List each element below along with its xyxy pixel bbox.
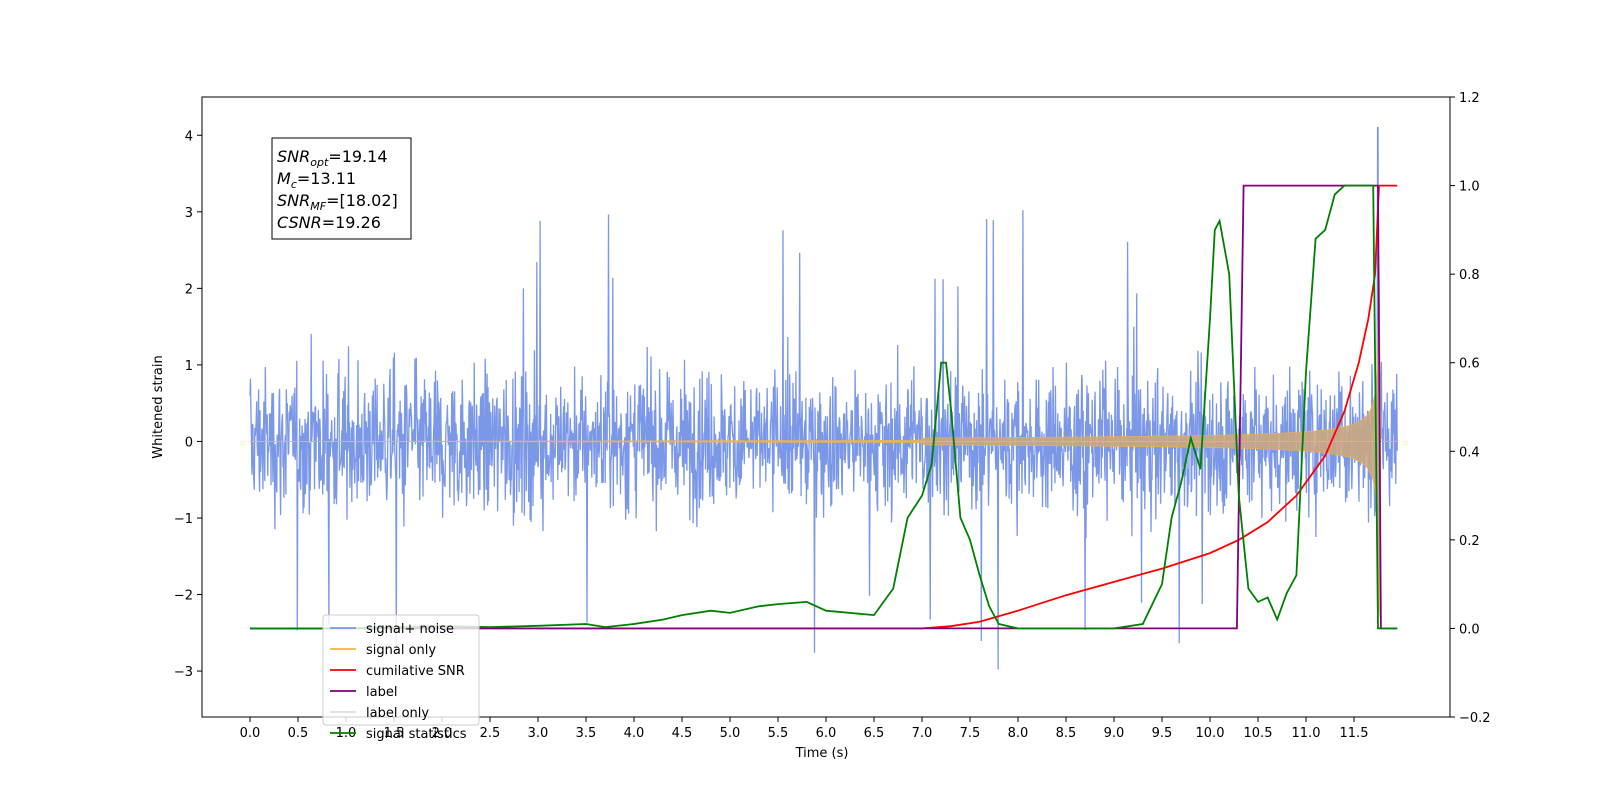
y2-tick-label: 1.2 — [1459, 91, 1480, 106]
x-tick-label: 1.5 — [384, 726, 405, 741]
y-tick-label: 0 — [185, 435, 193, 450]
metric-line: Mc=13.11 — [277, 169, 356, 191]
x-tick-label: 9.0 — [1104, 726, 1125, 741]
x-tick-label: 0.5 — [288, 726, 309, 741]
y-tick-label: 1 — [185, 359, 193, 374]
x-tick-label: 3.5 — [576, 726, 597, 741]
x-axis: 0.0 0.5 1.0 1.5 2.0 2.5 3.0 3.5 4.0 4.5 5.0 5.5 6.0 6… — [240, 717, 1369, 741]
x-tick-label: 3.0 — [528, 726, 549, 741]
y2-tick-label: 0.2 — [1459, 534, 1480, 549]
y2-tick-label: 0.8 — [1459, 268, 1480, 283]
x-tick-label: 0.0 — [240, 726, 261, 741]
metric-line: SNRopt=19.14 — [277, 147, 388, 169]
x-tick-label: 8.5 — [1056, 726, 1077, 741]
series-layer — [249, 126, 1398, 670]
metrics-annotation-box: SNRopt=19.14Mc=13.11SNRMF=[18.02]CSNR=19… — [271, 137, 412, 240]
metric-line: SNRMF=[18.02] — [277, 191, 398, 213]
x-tick-label: 6.0 — [816, 726, 837, 741]
x-tick-label: 4.5 — [672, 726, 693, 741]
y-tick-label: 3 — [185, 206, 193, 221]
x-tick-label: 5.5 — [768, 726, 789, 741]
y-tick-label: −3 — [174, 665, 193, 680]
x-tick-label: 5.0 — [720, 726, 741, 741]
x-tick-label: 7.0 — [912, 726, 933, 741]
legend-entry: label — [366, 685, 397, 700]
y2-tick-label: 1.0 — [1459, 180, 1480, 195]
x-tick-label: 8.0 — [1008, 726, 1029, 741]
y-tick-label: −1 — [174, 512, 193, 527]
y2-tick-label: 0.6 — [1459, 357, 1480, 372]
x-tick-label: 7.5 — [960, 726, 981, 741]
y-tick-label: −2 — [174, 589, 193, 604]
legend-frame — [322, 614, 480, 726]
y-tick-label: 2 — [185, 282, 193, 297]
metric-line: CSNR=19.26 — [277, 213, 381, 232]
x-tick-label: 4.0 — [624, 726, 645, 741]
y-axis-label: Whitened strain — [151, 355, 166, 458]
y-axis-right: −0.2 0.0 0.2 0.4 0.6 0.8 1.0 1.2 — [1450, 91, 1491, 726]
metrics-annotation-frame — [271, 137, 412, 240]
x-tick-label: 11.0 — [1292, 726, 1321, 741]
legend-entry: label only — [366, 706, 429, 721]
y-axis-left: −3 −2 −1 0 1 2 3 4 — [174, 129, 202, 680]
x-tick-label: 11.5 — [1340, 726, 1369, 741]
legend: signal+ noise signal only cumilative SNR la… — [322, 614, 480, 742]
x-tick-label: 9.5 — [1152, 726, 1173, 741]
x-tick-label: 2.0 — [432, 726, 453, 741]
x-tick-label: 2.5 — [480, 726, 501, 741]
legend-entry: signal only — [366, 643, 436, 658]
series-signal-statistics-line — [250, 184, 1398, 630]
x-tick-label: 10.5 — [1244, 726, 1273, 741]
legend-entry: signal statistics — [366, 727, 467, 742]
legend-entry: cumilative SNR — [366, 664, 465, 679]
x-tick-label: 6.5 — [864, 726, 885, 741]
x-tick-label: 10.0 — [1196, 726, 1225, 741]
x-axis-label: Time (s) — [795, 746, 849, 761]
y-tick-label: 4 — [185, 129, 193, 144]
legend-entry: signal+ noise — [366, 622, 454, 637]
y2-tick-label: 0.0 — [1459, 622, 1480, 637]
y2-tick-label: −0.2 — [1459, 711, 1491, 726]
y2-tick-label: 0.4 — [1459, 445, 1480, 460]
